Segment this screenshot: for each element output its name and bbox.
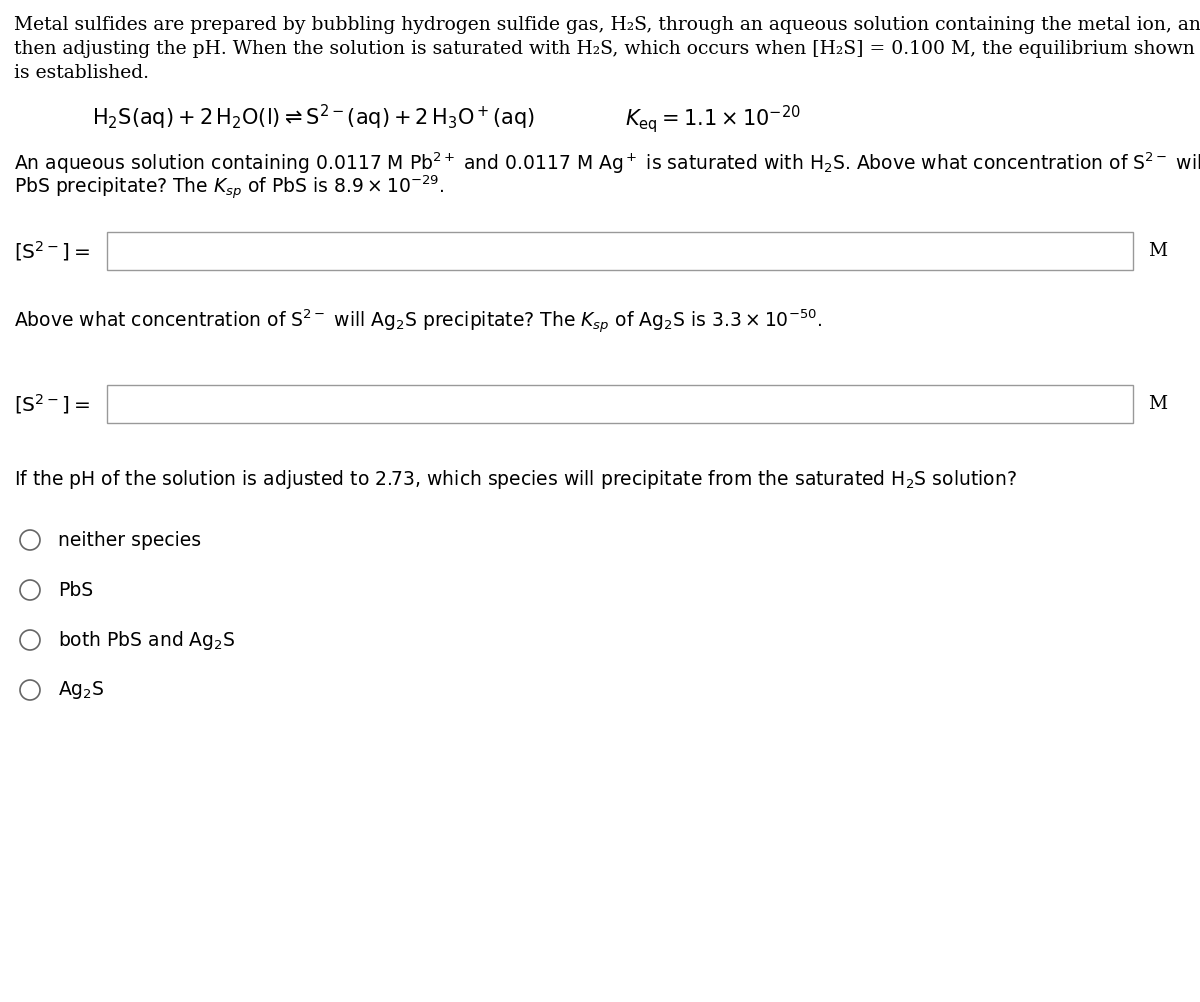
Bar	[107, 385, 1133, 423]
Text: then adjusting the pH. When the solution is saturated with H₂S, which occurs whe: then adjusting the pH. When the solution…	[14, 40, 1195, 58]
Text: $K_{\mathrm{eq}} = 1.1 \times 10^{-20}$: $K_{\mathrm{eq}} = 1.1 \times 10^{-20}$	[625, 103, 800, 135]
Text: $\mathrm{Ag_2S}$: $\mathrm{Ag_2S}$	[58, 679, 104, 701]
Bar	[107, 232, 1133, 270]
Text: Above what concentration of $\mathrm{S^{2-}}$ will $\mathrm{Ag_2S}$ precipitate?: Above what concentration of $\mathrm{S^{…	[14, 308, 822, 336]
Text: both PbS and $\mathrm{Ag_2S}$: both PbS and $\mathrm{Ag_2S}$	[58, 628, 235, 651]
Circle shape	[20, 580, 40, 600]
Circle shape	[20, 680, 40, 700]
Text: $\mathrm{H_2S(aq) + 2\,H_2O(l) \rightleftharpoons S^{2-}(aq) + 2\,H_3O^+(aq)}$: $\mathrm{H_2S(aq) + 2\,H_2O(l) \rightlef…	[92, 103, 535, 132]
Text: Metal sulfides are prepared by bubbling hydrogen sulfide gas, H₂S, through an aq: Metal sulfides are prepared by bubbling …	[14, 16, 1200, 34]
Circle shape	[20, 530, 40, 550]
Text: neither species: neither species	[58, 530, 202, 549]
Text: $[\mathrm{S^{2-}}] =$: $[\mathrm{S^{2-}}] =$	[14, 392, 90, 416]
Text: M: M	[1148, 395, 1168, 413]
Text: An aqueous solution containing 0.0117 M $\mathrm{Pb^{2+}}$ and 0.0117 M $\mathrm: An aqueous solution containing 0.0117 M …	[14, 150, 1200, 175]
Text: is established.: is established.	[14, 64, 149, 82]
Text: If the pH of the solution is adjusted to 2.73, which species will precipitate fr: If the pH of the solution is adjusted to…	[14, 468, 1016, 491]
Text: PbS precipitate? The $K_{sp}$ of PbS is $8.9 \times 10^{-29}$.: PbS precipitate? The $K_{sp}$ of PbS is …	[14, 174, 444, 202]
Text: $[\mathrm{S^{2-}}] =$: $[\mathrm{S^{2-}}] =$	[14, 239, 90, 263]
Text: M: M	[1148, 242, 1168, 260]
Text: PbS: PbS	[58, 580, 94, 599]
Circle shape	[20, 630, 40, 650]
